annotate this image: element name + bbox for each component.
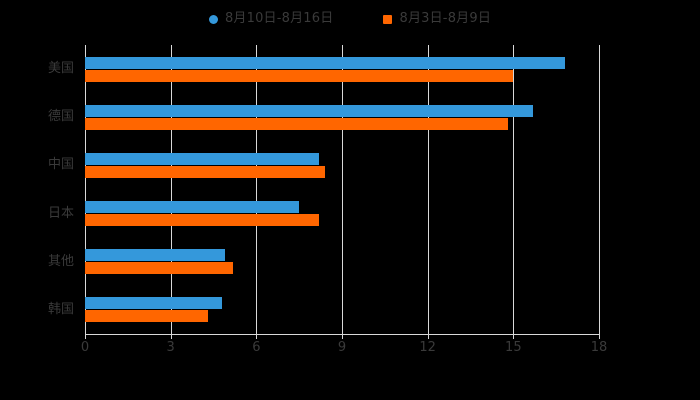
bar[interactable] (85, 201, 300, 214)
y-axis-category-label: 韩国 (47, 301, 74, 317)
legend-label-series-1: 8月3日-8月9日 (399, 11, 492, 26)
legend-marker-square-icon (383, 14, 393, 24)
bar[interactable] (85, 104, 534, 117)
x-axis-tick (513, 334, 515, 339)
y-axis-category-label: 美国 (47, 61, 74, 77)
gridline (342, 45, 343, 334)
bar[interactable] (85, 165, 325, 178)
bar[interactable] (85, 117, 508, 130)
bar[interactable] (85, 152, 320, 165)
gridline (256, 45, 258, 334)
x-axis-tick-label: 9 (337, 340, 347, 355)
y-axis-category-label: 中国 (47, 157, 74, 173)
gridline (513, 45, 515, 334)
legend-label-series-0: 8月10日-8月16日 (224, 11, 334, 26)
x-axis-tick (342, 334, 343, 339)
bar[interactable] (85, 310, 208, 323)
x-axis-tick (85, 334, 86, 339)
legend-item-series-1[interactable]: 8月3日-8月9日 (383, 9, 491, 29)
gridline (170, 45, 172, 334)
x-axis-tick (256, 334, 258, 339)
bar[interactable] (85, 56, 565, 69)
x-axis-tick (427, 334, 429, 339)
x-axis-tick-label: 6 (252, 340, 261, 355)
y-axis-category-label: 日本 (47, 205, 74, 221)
bar[interactable] (85, 249, 225, 262)
legend-item-series-0[interactable]: 8月10日-8月16日 (208, 9, 334, 29)
chart-legend: 8月10日-8月16日 8月3日-8月9日 (0, 8, 700, 30)
x-axis-tick (599, 334, 600, 339)
x-axis-tick (170, 334, 172, 339)
bar[interactable] (85, 262, 234, 275)
x-axis-tick-label: 15 (505, 340, 522, 355)
plot-area (85, 45, 600, 334)
x-axis-tick-label: 18 (590, 340, 608, 355)
gridline (85, 45, 86, 334)
y-axis-category-label: 德国 (47, 109, 74, 125)
bar[interactable] (85, 297, 223, 310)
bar[interactable] (85, 69, 514, 82)
gridline (427, 45, 429, 334)
y-axis-category-label: 其他 (47, 253, 74, 269)
bar[interactable] (85, 214, 320, 227)
x-axis-tick-label: 12 (419, 340, 436, 355)
gridline (599, 45, 600, 334)
x-axis-tick-label: 3 (166, 340, 175, 355)
legend-marker-circle-icon (208, 14, 218, 24)
x-axis-tick-label: 0 (80, 340, 90, 355)
